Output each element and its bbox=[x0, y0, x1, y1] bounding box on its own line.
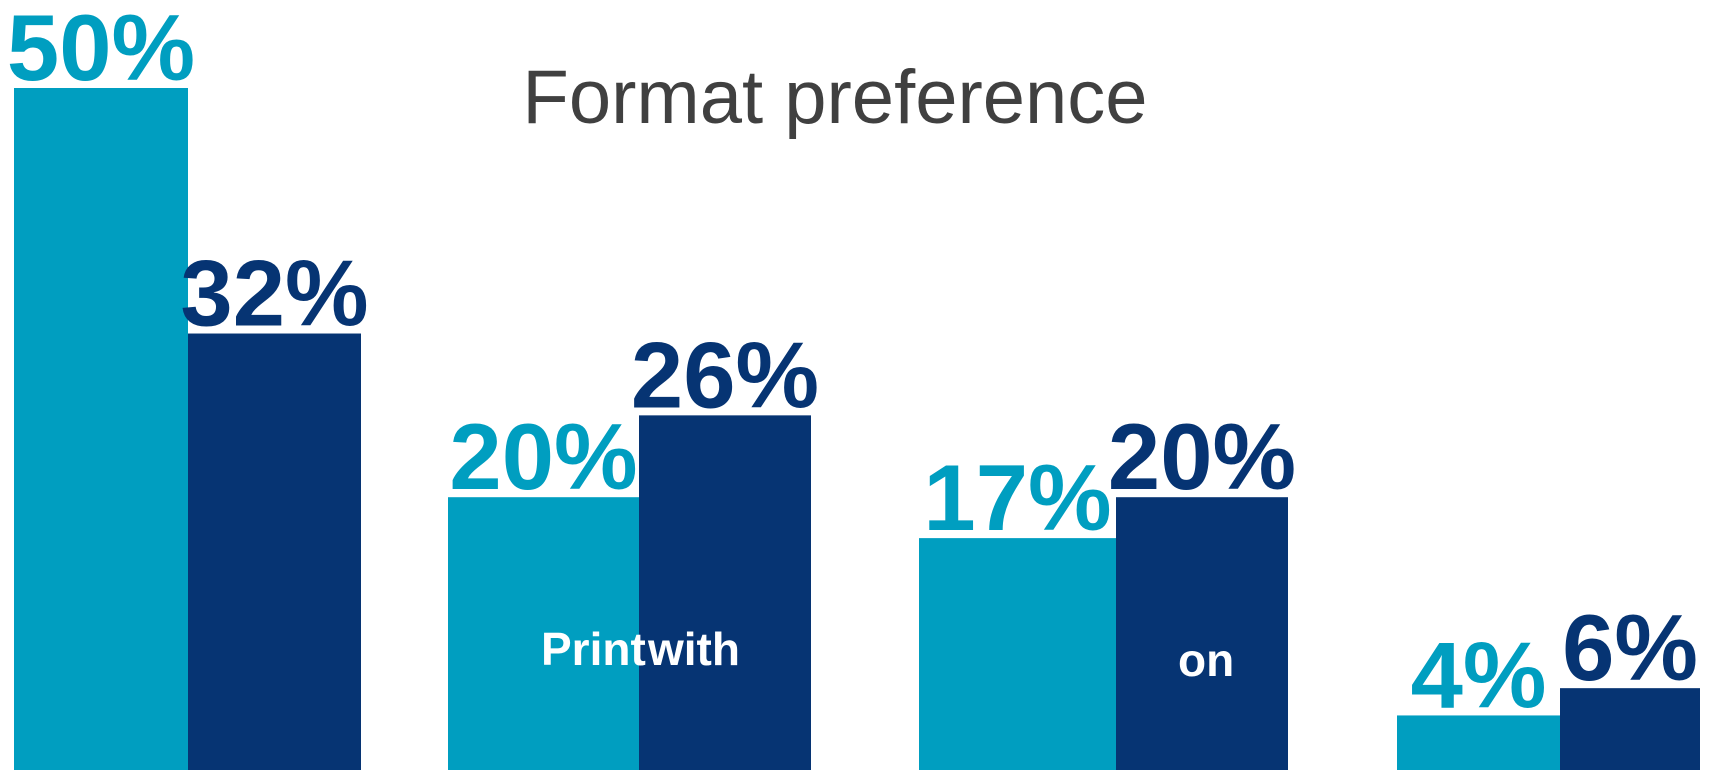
value-label-series2-group2: 26% bbox=[631, 322, 819, 427]
in-bar-text-on: on bbox=[1178, 634, 1234, 686]
bar-series2-group1 bbox=[188, 333, 361, 770]
value-label-series2-group1: 32% bbox=[180, 241, 368, 346]
bars-layer bbox=[14, 88, 1700, 770]
value-label-series1-group3: 17% bbox=[923, 445, 1111, 550]
bar-series1-group1 bbox=[14, 88, 188, 770]
value-labels-layer: 50%20% 17%4%32%26%20%6% bbox=[7, 0, 1698, 727]
value-label-series2-group3: 20% bbox=[1108, 404, 1296, 509]
bar-series1-group4 bbox=[1397, 715, 1560, 770]
bar-series2-group3 bbox=[1116, 497, 1288, 770]
value-label-series1-group4: 4% bbox=[1411, 622, 1547, 727]
bar-series1-group3 bbox=[919, 538, 1116, 770]
in-bar-text-layer: Print with on bbox=[541, 623, 1234, 686]
value-label-series1-group2: 20% bbox=[449, 404, 637, 509]
in-bar-text-with: with bbox=[647, 623, 740, 675]
in-bar-text-print: Print bbox=[541, 623, 646, 675]
bar-series1-group2 bbox=[448, 497, 639, 770]
value-label-series2-group4: 6% bbox=[1562, 595, 1698, 700]
bar-series2-group2 bbox=[639, 415, 811, 770]
value-label-series1-group1: 50% bbox=[7, 0, 195, 100]
chart-title: Format preference bbox=[522, 55, 1147, 140]
bar-series2-group4 bbox=[1560, 688, 1700, 770]
